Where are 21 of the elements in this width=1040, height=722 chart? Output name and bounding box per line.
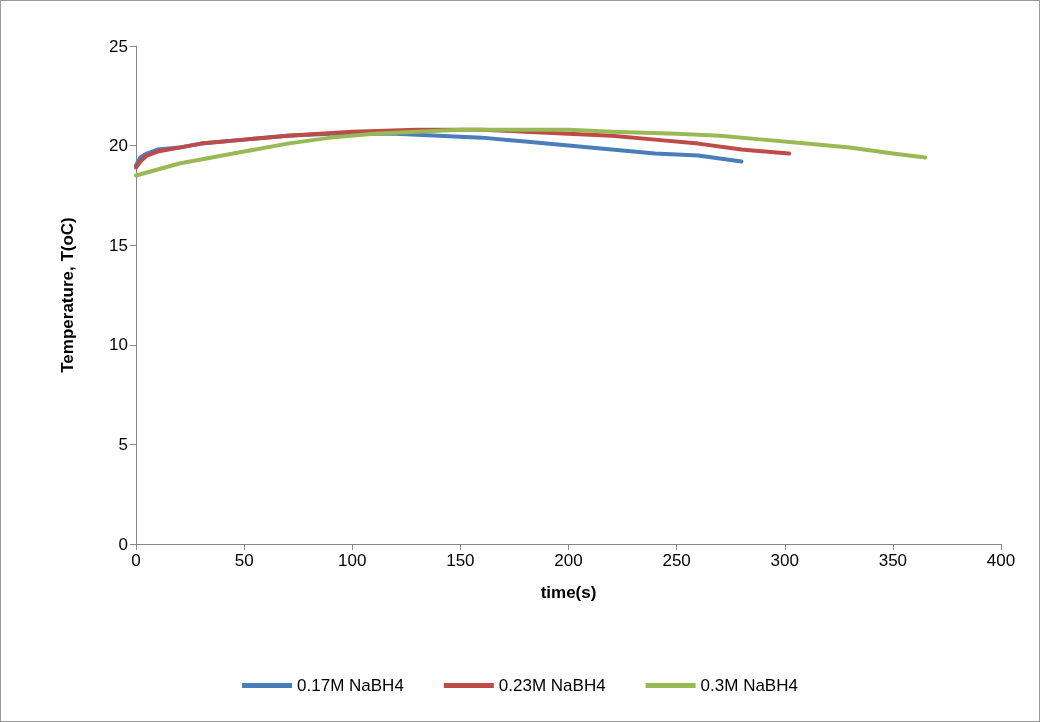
y-tick-label: 25 [109, 36, 128, 56]
y-axis-title: Temperature, T(oC) [58, 217, 77, 373]
x-tick-label: 200 [554, 551, 583, 570]
x-tick-label: 50 [234, 551, 254, 570]
y-tick-label: 20 [109, 136, 128, 156]
y-tick-label: 5 [118, 434, 128, 454]
x-tick-label: 400 [986, 551, 1016, 570]
x-tick-label: 300 [770, 551, 799, 570]
y-tick-label: 10 [109, 335, 128, 355]
y-tick-label: 15 [109, 235, 128, 255]
legend-label: 0.17M NaBH4 [297, 676, 404, 695]
x-tick-label: 350 [878, 551, 908, 570]
x-tick-label: 100 [338, 551, 367, 570]
x-tick-label: 250 [662, 551, 691, 570]
y-tick-label: 0 [118, 534, 128, 554]
x-tick-label: 0 [131, 551, 141, 570]
legend-label: 0.23M NaBH4 [498, 676, 606, 695]
x-axis-title: time(s) [540, 583, 597, 602]
x-tick-label: 150 [446, 551, 475, 570]
legend-label: 0.3M NaBH4 [700, 676, 798, 695]
line-series [134, 127, 928, 178]
